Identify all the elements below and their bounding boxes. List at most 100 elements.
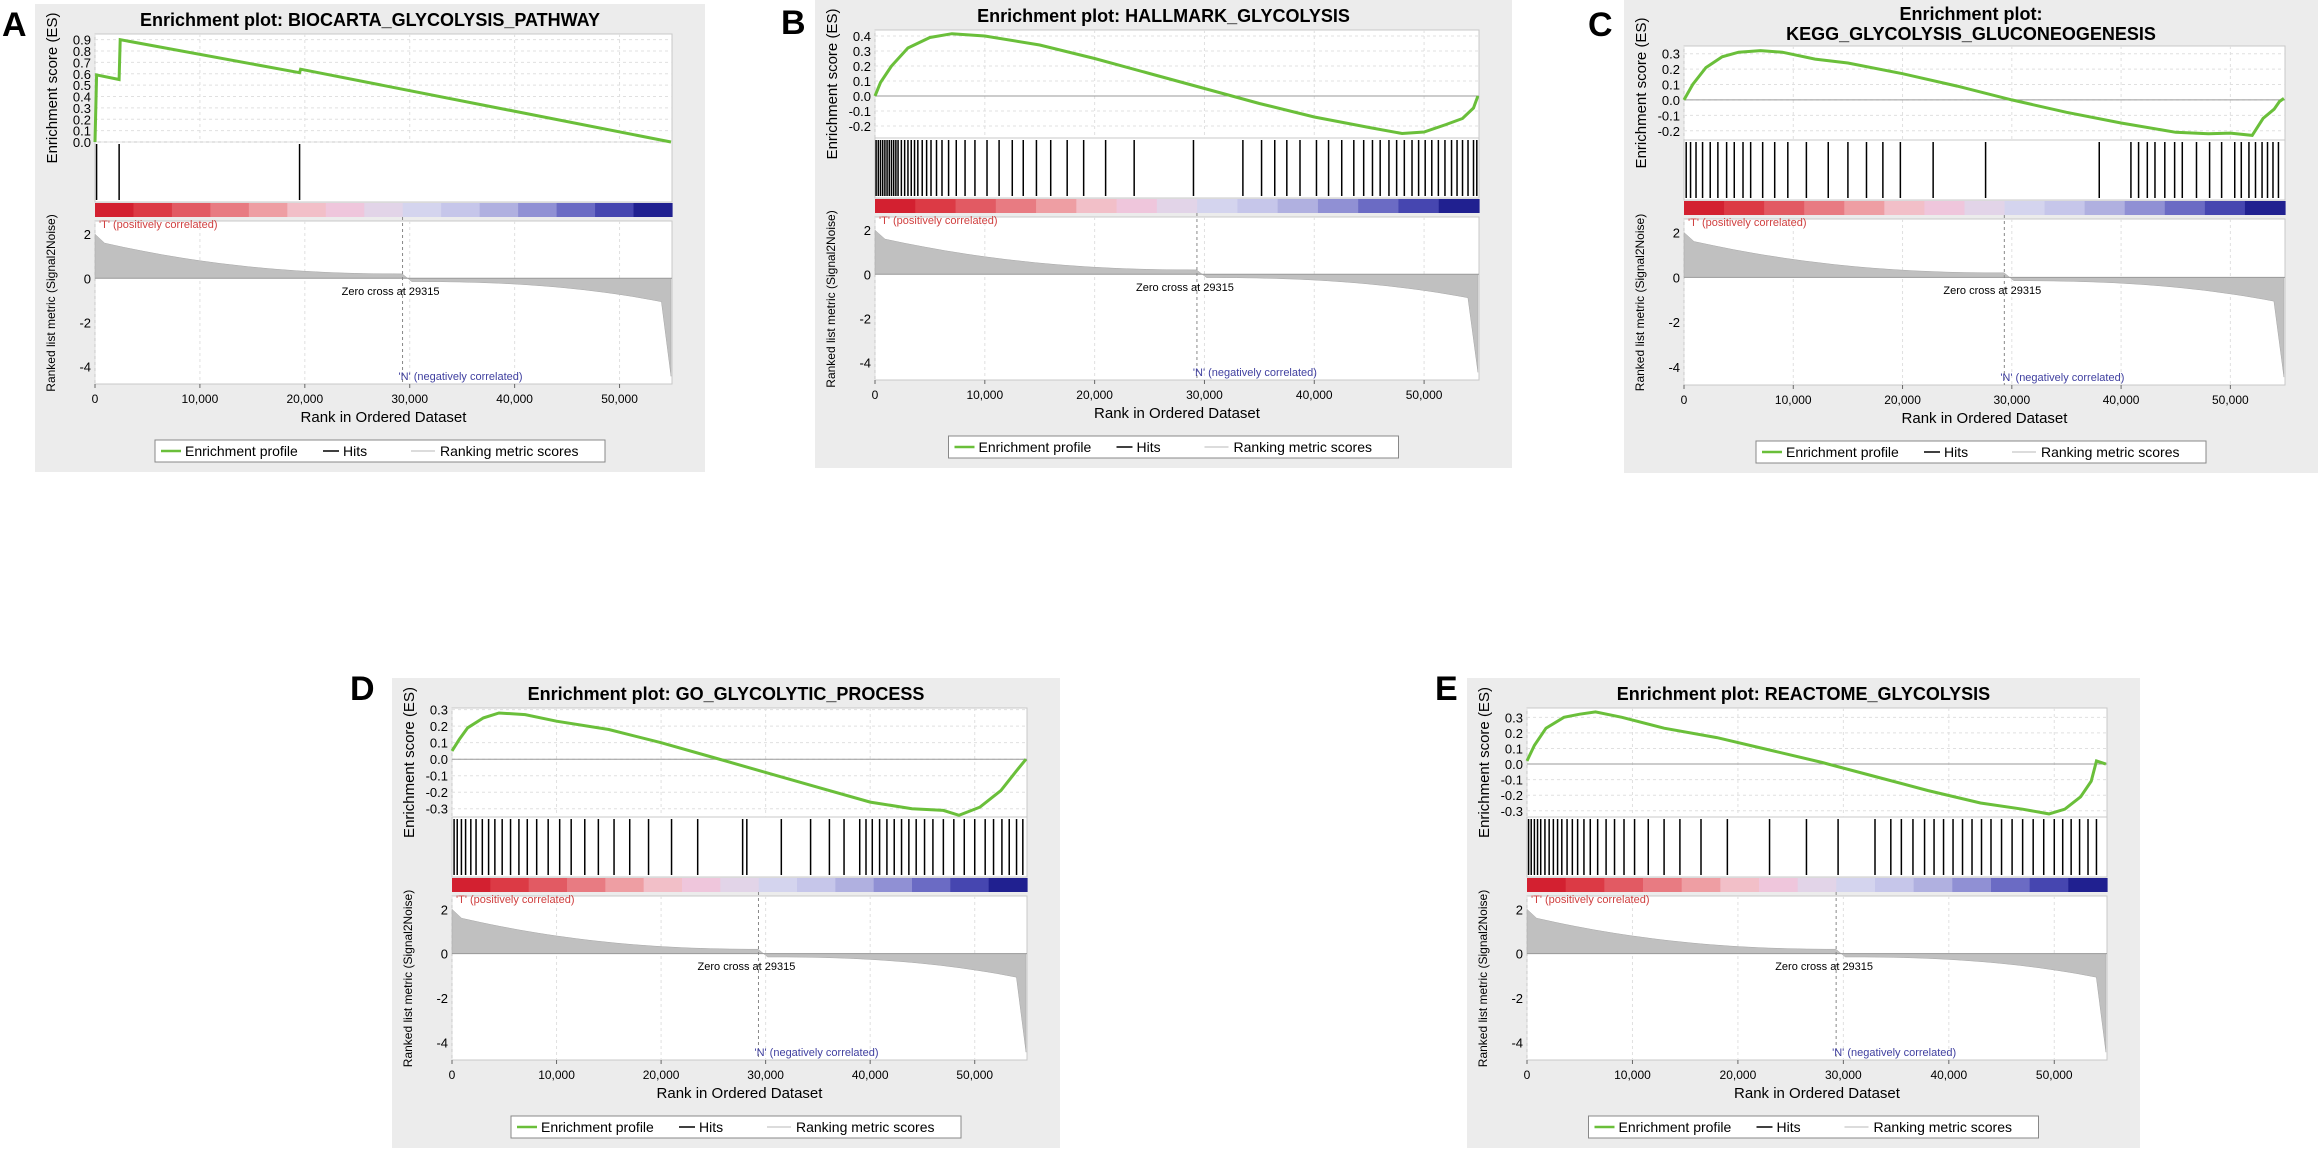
pos-corr-label: 'T' (positively correlated) (99, 219, 218, 231)
heatmap-segment (1759, 878, 1799, 892)
legend-profile-label: Enrichment profile (1786, 444, 1899, 460)
es-tick-label: 0.0 (73, 135, 91, 150)
heatmap-segment (1684, 201, 1725, 215)
zero-cross-label: Zero cross at 29315 (1943, 285, 2041, 297)
x-tick-label: 10,000 (1614, 1068, 1651, 1082)
ranking-metric-area (1526, 908, 2107, 1053)
metric-tick-label: 0 (1516, 947, 1523, 962)
heatmap-segment (1836, 878, 1876, 892)
es-tick-label: -0.2 (1658, 124, 1680, 139)
es-tick-label: -0.1 (849, 104, 871, 119)
heatmap-segment (1565, 878, 1605, 892)
metric-tick-label: 2 (1516, 902, 1523, 917)
zero-cross-label: Zero cross at 29315 (342, 286, 440, 298)
es-tick-label: 0.8 (73, 44, 91, 59)
metric-tick-label: -2 (436, 991, 448, 1006)
legend-hits-label: Hits (343, 443, 367, 459)
es-tick-label: -0.2 (1501, 788, 1523, 803)
metric-axis-label: Ranked list metric (Signal2Noise) (1633, 214, 1647, 391)
x-tick-label: 30,000 (391, 392, 428, 406)
gsea-chart-e: Enrichment plot: REACTOME_GLYCOLYSIS -0.3… (1476, 684, 2108, 1139)
es-tick-label: 0.0 (430, 752, 448, 767)
es-tick-label: -0.1 (426, 769, 448, 784)
heatmap-segment (875, 199, 916, 213)
zero-cross-label: Zero cross at 29315 (698, 961, 796, 973)
panel-letter-e: E (1435, 670, 1458, 708)
heatmap-segment (915, 199, 957, 213)
heatmap-segment (2124, 201, 2166, 215)
enrichment-profile-line (873, 32, 1480, 136)
pos-corr-label: 'T' (positively correlated) (1688, 217, 1807, 229)
heatmap-segment (1924, 201, 1966, 215)
heatmap-segment (1036, 199, 1077, 213)
es-tick-label: 0.3 (1505, 710, 1523, 725)
legend-box (1588, 1115, 2039, 1139)
heatmap-segment (2204, 201, 2246, 215)
heatmap-segment (873, 878, 913, 892)
hits-area (1683, 139, 2286, 201)
es-tick-label: 0.1 (430, 736, 448, 751)
x-tick-label: 20,000 (286, 392, 323, 406)
x-tick-label: 40,000 (852, 1068, 889, 1082)
heatmap-segment (1604, 878, 1644, 892)
heatmap-segment (1875, 878, 1915, 892)
es-tick-label: -0.3 (1501, 804, 1523, 819)
legend-ranking-label: Ranking metric scores (1874, 1119, 2013, 1135)
metric-tick-label: -2 (79, 315, 91, 330)
x-tick-label: 10,000 (966, 388, 1003, 402)
heatmap-segment (133, 203, 173, 217)
heatmap-segment (567, 878, 606, 892)
heatmap-segment (758, 878, 798, 892)
x-tick-label: 50,000 (601, 392, 638, 406)
ranking-metric-area (874, 229, 1479, 373)
zero-cross-label: Zero cross at 29315 (1775, 961, 1873, 973)
es-tick-label: 0.0 (1662, 93, 1680, 108)
heatmap-segment (1116, 199, 1158, 213)
heatmap-segment (2084, 201, 2126, 215)
metric-tick-label: -2 (859, 311, 871, 326)
heatmap-segment (287, 203, 327, 217)
metric-tick-label: -2 (1511, 991, 1523, 1006)
heatmap-segment (995, 199, 1037, 213)
heatmap-segment (643, 878, 683, 892)
legend-ranking-label: Ranking metric scores (1234, 439, 1373, 455)
es-axis-label: Enrichment score (ES) (401, 687, 418, 838)
heatmap-segment (441, 203, 481, 217)
ranking-metric-area (94, 233, 672, 377)
x-tick-label: 40,000 (2103, 393, 2140, 407)
es-tick-label: 0.0 (1505, 757, 1523, 772)
es-tick-label: -0.2 (849, 119, 871, 134)
gsea-chart-a: Enrichment plot: BIOCARTA_GLYCOLYSIS_PAT… (44, 10, 673, 463)
heatmap-segment (682, 878, 721, 892)
legend-profile-label: Enrichment profile (541, 1119, 654, 1135)
metric-tick-label: -4 (859, 355, 871, 370)
heatmap-segment (1804, 201, 1845, 215)
es-tick-label: 0.3 (73, 101, 91, 116)
heatmap-segment (490, 878, 530, 892)
x-tick-label: 30,000 (1825, 1068, 1862, 1082)
es-tick-label: 0.1 (1662, 78, 1680, 93)
legend-profile-label: Enrichment profile (185, 443, 298, 459)
legend-profile-label: Enrichment profile (1619, 1119, 1732, 1135)
metric-tick-label: 2 (864, 223, 871, 238)
panel-a: Enrichment plot: BIOCARTA_GLYCOLYSIS_PAT… (35, 4, 705, 472)
chart-title: Enrichment plot: REACTOME_GLYCOLYSIS (1617, 684, 1990, 704)
es-tick-label: 0.2 (1505, 726, 1523, 741)
gsea-chart-b: Enrichment plot: HALLMARK_GLYCOLYSIS -0.2… (824, 6, 1480, 459)
heatmap-segment (210, 203, 250, 217)
legend-box (948, 435, 1399, 459)
x-tick-label: 0 (1524, 1068, 1531, 1082)
pos-corr-label: 'T' (positively correlated) (456, 894, 575, 906)
es-axis-label: Enrichment score (ES) (1633, 18, 1650, 169)
heatmap-segment (988, 878, 1028, 892)
heatmap-segment (1913, 878, 1953, 892)
pos-corr-label: 'T' (positively correlated) (1531, 894, 1650, 906)
chart-title: Enrichment plot: GO_GLYCOLYTIC_PROCESS (528, 684, 925, 704)
es-tick-label: -0.2 (426, 785, 448, 800)
es-plot-area (874, 29, 1480, 139)
panel-e: Enrichment plot: REACTOME_GLYCOLYSIS -0.3… (1467, 678, 2140, 1148)
es-tick-label: 0.6 (73, 67, 91, 82)
legend-ranking-label: Ranking metric scores (2041, 444, 2180, 460)
heatmap-segment (452, 878, 491, 892)
es-axis-label: Enrichment score (ES) (1476, 687, 1493, 838)
